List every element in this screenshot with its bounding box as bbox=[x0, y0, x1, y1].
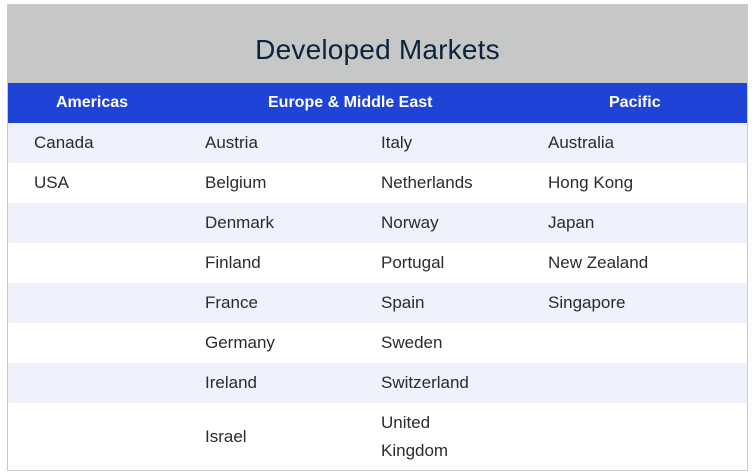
table-row: USA Belgium Netherlands Hong Kong bbox=[8, 163, 747, 203]
cell-europe-col1: Austria bbox=[205, 133, 258, 152]
cell-pacific: Japan bbox=[548, 213, 595, 232]
cell-europe-col1: Belgium bbox=[205, 173, 267, 192]
cell-pacific: Hong Kong bbox=[548, 173, 634, 192]
cell-europe-col2: Spain bbox=[381, 293, 425, 312]
table-row: Germany Sweden bbox=[8, 323, 747, 363]
cell-europe-col1: Germany bbox=[205, 333, 275, 352]
table-row: Finland Portugal New Zealand bbox=[8, 243, 747, 283]
header-americas: Americas bbox=[56, 94, 129, 111]
table-body: Canada Austria Italy Australia USA Belgi… bbox=[8, 123, 747, 470]
cell-europe-col1: Ireland bbox=[205, 373, 257, 392]
table-row: Ireland Switzerland bbox=[8, 363, 747, 403]
cell-europe-col2: Italy bbox=[381, 133, 413, 152]
cell-europe-col1: Finland bbox=[205, 253, 261, 272]
table-row: Canada Austria Italy Australia bbox=[8, 123, 747, 163]
cell-europe-col1: France bbox=[205, 293, 258, 312]
header-europe-middle-east: Europe & Middle East bbox=[268, 94, 433, 111]
cell-americas: Canada bbox=[34, 133, 94, 152]
developed-markets-table: Developed Markets Americas Europe & Midd… bbox=[7, 4, 748, 471]
cell-europe-col2: Sweden bbox=[381, 333, 443, 352]
cell-europe-col2: United Kingdom bbox=[381, 413, 449, 460]
table-row: France Spain Singapore bbox=[8, 283, 747, 323]
cell-pacific: Australia bbox=[548, 133, 615, 152]
cell-europe-col2: Portugal bbox=[381, 253, 445, 272]
table-title: Developed Markets bbox=[255, 34, 500, 65]
header-row: Americas Europe & Middle East Pacific bbox=[8, 83, 747, 123]
cell-europe-col1: Israel bbox=[205, 427, 247, 446]
cell-pacific: Singapore bbox=[548, 293, 626, 312]
header-pacific: Pacific bbox=[609, 94, 661, 111]
title-bar: Developed Markets bbox=[8, 5, 747, 83]
table-row: Israel United Kingdom bbox=[8, 403, 747, 470]
cell-pacific: New Zealand bbox=[548, 253, 649, 272]
cell-europe-col2: Norway bbox=[381, 213, 439, 232]
cell-europe-col2: Switzerland bbox=[381, 373, 469, 392]
cell-europe-col1: Denmark bbox=[205, 213, 274, 232]
cell-americas: USA bbox=[34, 173, 69, 192]
table-row: Denmark Norway Japan bbox=[8, 203, 747, 243]
cell-europe-col2: Netherlands bbox=[381, 173, 473, 192]
